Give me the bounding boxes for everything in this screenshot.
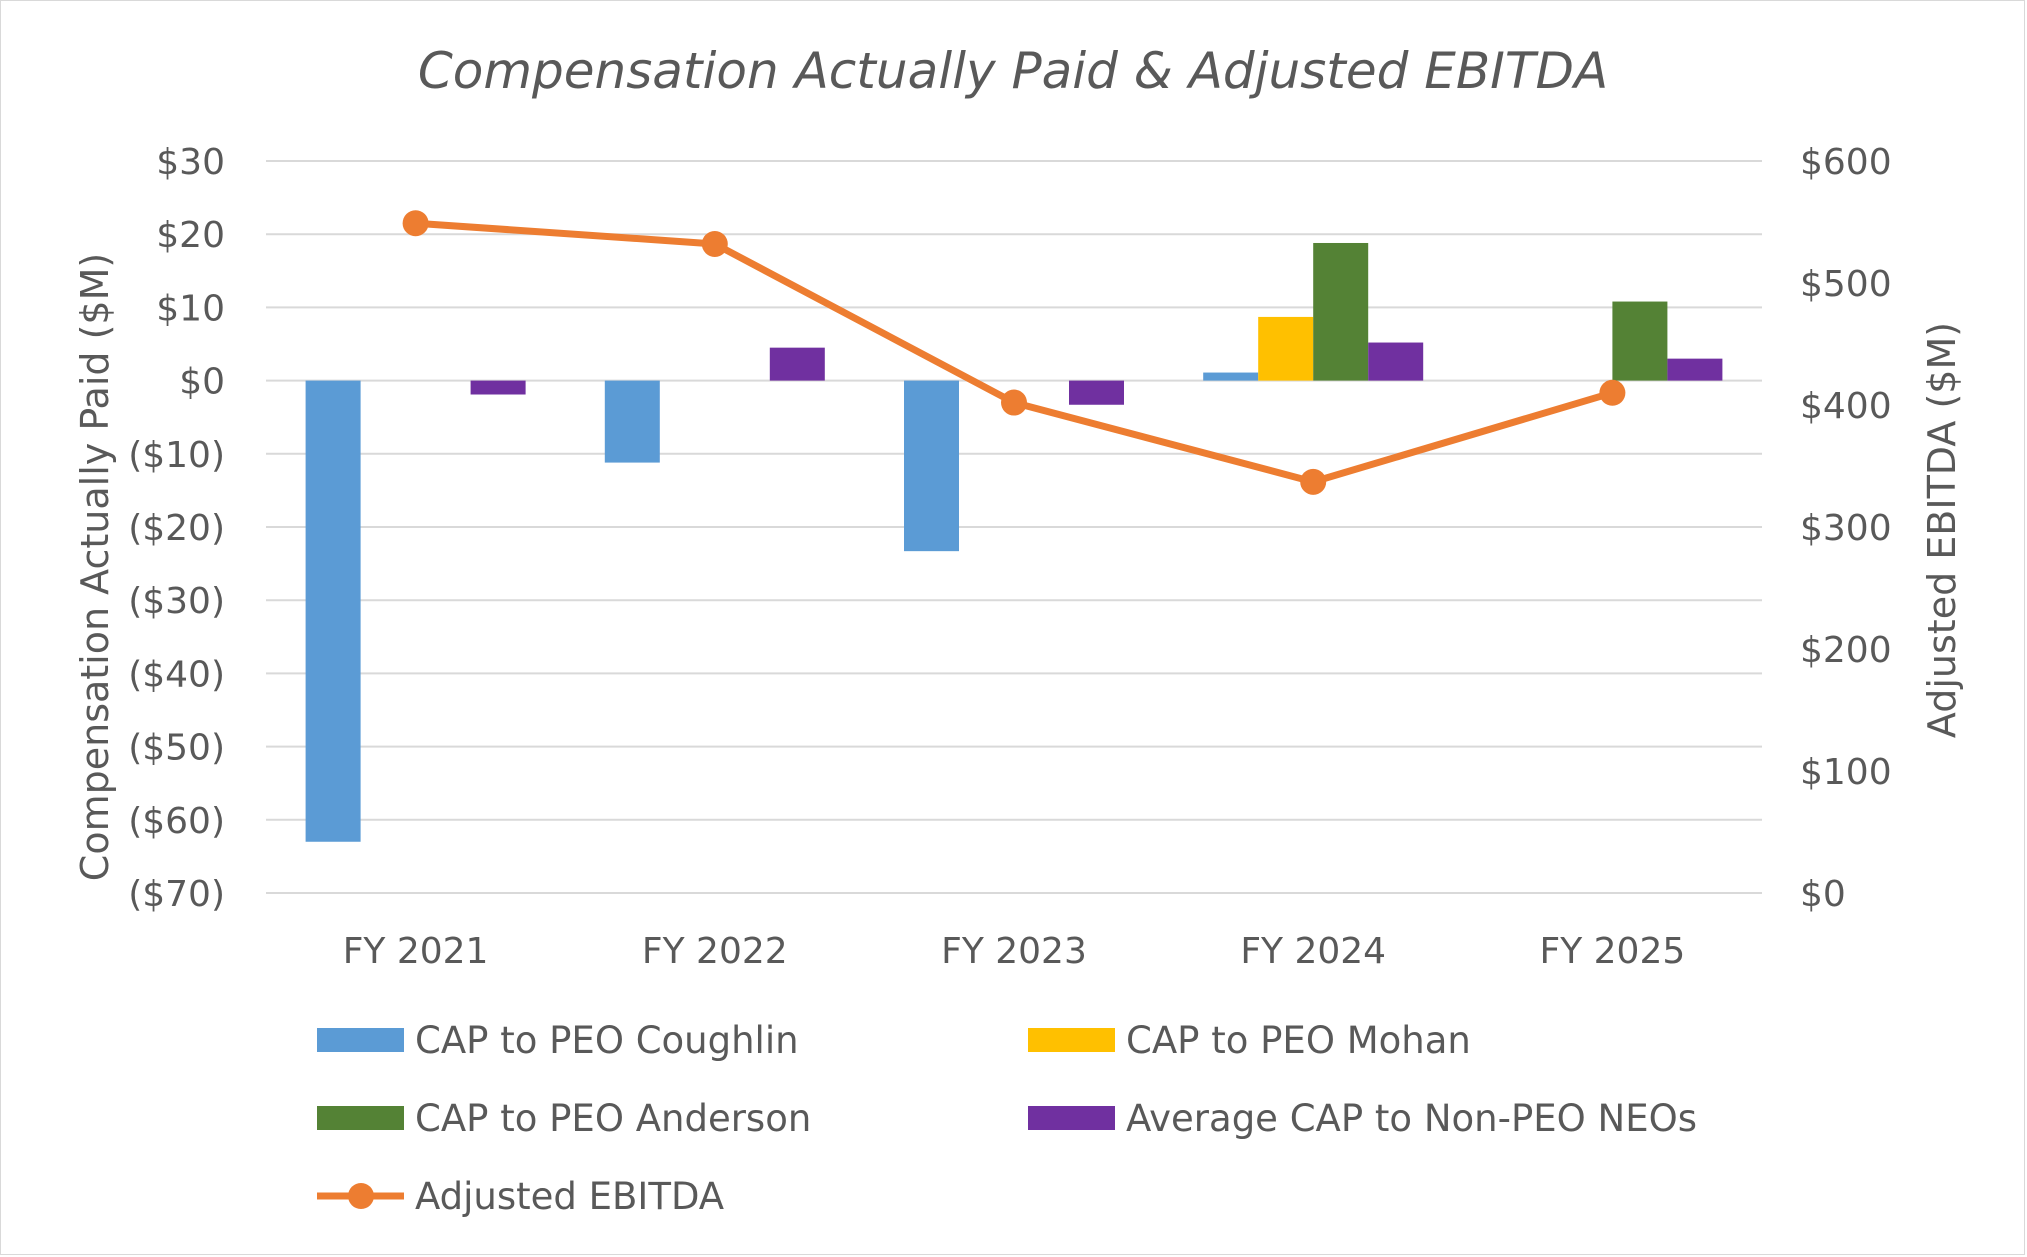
legend: CAP to PEO Coughlin CAP to PEO Mohan CAP t… [317,1019,1697,1218]
x-axis-labels: FY 2021 FY 2022 FY 2023 FY 2024 FY 2025 [343,931,1686,972]
x-tick-label: FY 2021 [343,931,489,972]
x-tick-label: FY 2023 [941,931,1087,972]
left-axis-ticks: $30 $20 $10 $0 ($10) ($20) ($30) ($40) ($50) ($60… [128,142,225,915]
legend-item: CAP to PEO Mohan [1028,1019,1471,1062]
legend-swatch [1028,1028,1115,1052]
ebitda-point [701,230,728,257]
right-tick-label: $600 [1800,142,1892,183]
bar [604,380,660,463]
legend-item: Average CAP to Non-PEO NEOs [1028,1097,1697,1140]
legend-label: CAP to PEO Anderson [415,1097,811,1140]
gridlines [266,160,1762,894]
left-tick-label: $0 [179,362,225,403]
left-tick-label: ($20) [128,508,225,549]
right-axis-title: Adjusted EBITDA ($M) [1920,322,1964,738]
legend-label: Average CAP to Non-PEO NEOs [1126,1097,1697,1140]
legend-item: Adjusted EBITDA [317,1175,724,1218]
legend-swatch [317,1028,404,1052]
legend-swatch [317,1106,404,1130]
left-tick-label: ($10) [128,435,225,476]
bars [305,242,1723,842]
bar [1313,242,1369,381]
left-tick-label: ($40) [128,654,225,695]
bar [1368,342,1424,381]
right-tick-label: $100 [1800,752,1892,793]
bar [305,380,361,842]
right-tick-label: $500 [1800,264,1892,305]
left-axis-title: Compensation Actually Paid ($M) [73,253,117,881]
left-tick-label: ($50) [128,728,225,769]
chart-title: Compensation Actually Paid & Adjusted EB… [418,42,1608,100]
bar [1612,301,1668,381]
right-tick-label: $400 [1800,386,1892,427]
bar [769,347,825,381]
x-tick-label: FY 2022 [642,931,788,972]
legend-label: CAP to PEO Mohan [1126,1019,1471,1062]
left-tick-label: ($70) [128,874,225,915]
ebitda-line-path [415,219,1614,486]
x-tick-label: FY 2025 [1540,931,1686,972]
bar [1258,316,1314,381]
legend-item: CAP to PEO Coughlin [317,1019,799,1062]
left-tick-label: $20 [156,215,225,256]
ebitda-point [1300,468,1327,495]
bar [470,380,526,395]
right-tick-label: $0 [1800,874,1846,915]
bar [1667,358,1723,381]
ebitda-point [1599,379,1626,406]
left-tick-label: ($60) [128,801,225,842]
legend-item: CAP to PEO Anderson [317,1097,811,1140]
left-tick-label: $30 [156,142,225,183]
legend-label: CAP to PEO Coughlin [415,1019,799,1062]
bar [904,380,959,552]
x-tick-label: FY 2024 [1240,931,1386,972]
legend-label: Adjusted EBITDA [415,1175,724,1218]
bar [1203,372,1259,381]
ebitda-point [402,210,429,237]
right-tick-label: $200 [1800,630,1892,671]
bar [1069,380,1124,405]
ebitda-point [1001,389,1027,416]
legend-swatch-marker [348,1183,374,1209]
legend-swatch [1028,1106,1115,1130]
left-tick-label: $10 [156,288,225,329]
right-axis-ticks: $600 $500 $400 $300 $200 $100 $0 [1800,142,1892,915]
ebitda-line [402,210,1626,495]
left-tick-label: ($30) [128,581,225,622]
right-tick-label: $300 [1800,508,1892,549]
